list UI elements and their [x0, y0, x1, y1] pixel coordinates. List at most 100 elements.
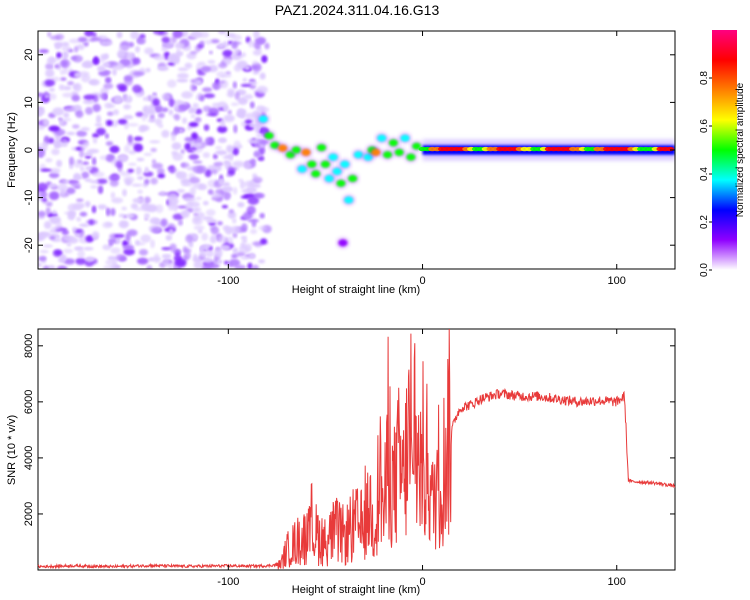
spectrogram-noise-cell [223, 160, 230, 165]
spectrogram-noise-cell [41, 141, 48, 150]
spectrogram-noise-cell [227, 109, 232, 115]
spectrogram-noise-cell [149, 217, 160, 225]
spectrogram-noise-cell [171, 142, 182, 150]
spectrogram-y-axis-label: Frequency (Hz) [6, 112, 18, 188]
spectrogram-noise-cell [63, 85, 72, 91]
spectrogram-noise-cell [38, 182, 49, 192]
spectrogram-noise-cell [180, 162, 190, 169]
spectrogram-noise-cell [240, 83, 252, 87]
spectrogram-noise-cell [227, 211, 237, 219]
spectrogram-noise-cell [186, 52, 197, 60]
spectrogram-noise-cell [210, 39, 220, 44]
spectrogram-noise-cell [67, 203, 77, 212]
spectrogram-noise-cell [204, 169, 212, 178]
spectrogram-noise-cell [232, 160, 245, 168]
spectrogram-noise-cell [70, 56, 78, 61]
spectrogram-noise-cell [192, 102, 199, 109]
spectrogram-noise-cell [127, 168, 134, 173]
spectrogram-noise-cell [211, 102, 221, 108]
spectrogram-noise-cell [73, 45, 79, 53]
spectrogram-noise-cell [84, 31, 95, 37]
spectrogram-noise-cell [48, 137, 55, 144]
spectrogram-noise-cell [168, 109, 174, 116]
spectrogram-noise-cell [192, 165, 204, 174]
spectrogram-noise-cell [231, 41, 238, 50]
spectrogram-noise-cell [226, 173, 232, 177]
spectrogram-fragment [311, 170, 321, 178]
spectrogram-noise-cell [218, 178, 224, 185]
spectrogram-noise-cell [205, 250, 214, 258]
spectrogram-noise-cell [228, 40, 233, 45]
spectrogram-noise-cell [203, 124, 210, 132]
spectrogram-noise-cell [85, 166, 92, 171]
spectrogram-noise-cell [40, 191, 48, 198]
spectrogram-noise-cell [141, 113, 147, 122]
spectrogram-noise-cell [75, 257, 87, 265]
spectrogram-noise-cell [247, 81, 258, 86]
spectrogram-noise-cell [80, 127, 90, 132]
colorbar-ticks: 0.0 0.2 0.4 0.6 0.8 [699, 71, 712, 277]
spectrogram-noise-cell [185, 234, 194, 243]
spectrogram-noise-cell [189, 186, 196, 196]
colorbar-tick-label: 0.2 [699, 215, 710, 229]
spectrogram-noise-cell [84, 155, 92, 159]
spectrogram-noise-cell [210, 226, 220, 235]
spectrogram-noise-cell [61, 187, 66, 197]
spectrogram-noise-cell [217, 125, 228, 134]
spectrogram-noise-cell [250, 158, 257, 164]
spectrogram-noise-cell [41, 197, 48, 203]
spectrogram-noise-cell [259, 72, 266, 80]
spectrogram-noise-cell [113, 109, 119, 116]
spectrogram-noise-cell [201, 243, 211, 249]
spectrogram-noise-cell [206, 218, 218, 224]
spectrogram-noise-cell [38, 125, 45, 130]
spectrogram-fragment [371, 148, 381, 156]
snr-x-axis-label: Height of straight line (km) [292, 584, 420, 596]
spectrogram-noise-cell [38, 48, 49, 54]
spectrogram-noise-cell [65, 187, 76, 195]
spectrogram-noise-cell [73, 175, 83, 180]
spectrogram-noise-cell [188, 146, 198, 151]
spectrogram-noise-cell [226, 144, 233, 153]
spectrogram-noise-cell [235, 251, 246, 257]
spectrogram-fragment [264, 132, 274, 140]
spectrogram-noise-cell [101, 54, 109, 60]
spectrogram-fragment [340, 160, 350, 168]
spectrogram-noise-cell [47, 31, 52, 38]
spectrogram-noise-cell [49, 35, 61, 41]
spectrogram-noise-cell [229, 152, 234, 162]
spectrogram-noise-cell [110, 247, 121, 254]
spectrogram-y-tick-label: -10 [23, 190, 35, 206]
spectrogram-fragment [388, 139, 398, 147]
spectrogram-noise-cell [134, 46, 141, 53]
spectrogram-noise-cell [180, 178, 191, 185]
spectrogram-noise-cell [47, 265, 56, 269]
spectrogram-noise-cell [208, 50, 213, 55]
spectrogram-fragment [307, 160, 317, 168]
spectrogram-noise-cell [157, 173, 166, 179]
spectrogram-noise-cell [189, 176, 201, 184]
spectrogram-noise-cell [103, 265, 115, 269]
spectrogram-noise-cell [206, 113, 218, 117]
spectrogram-noise-cell [202, 152, 211, 159]
spectrogram-noise-cell [167, 61, 175, 66]
spectrogram-noise-cell [81, 171, 90, 179]
spectrogram-noise-cell [192, 182, 204, 190]
spectrogram-noise-cell [160, 218, 168, 227]
spectrogram-noise-cell [161, 36, 171, 43]
spectrogram-x-ticks: -100 0 100 [217, 31, 626, 287]
spectrogram-noise-cell [258, 259, 266, 264]
spectrogram-noise-cell [62, 92, 74, 98]
spectrogram-noise-cell [194, 206, 202, 213]
colorbar-label: Normalized spectral amplitude [735, 82, 746, 217]
spectrogram-noise-cell [250, 228, 258, 235]
spectrogram-noise-cell [252, 70, 260, 75]
spectrogram-noise-cell [241, 188, 251, 194]
spectrogram-noise-cell [97, 204, 107, 210]
spectrogram-noise-cell [214, 248, 223, 258]
spectrogram-noise-cell [89, 180, 99, 184]
spectrogram-noise-cell [105, 141, 114, 146]
spectrogram-noise-cell [123, 248, 135, 256]
spectrogram-noise-cell [147, 118, 157, 123]
